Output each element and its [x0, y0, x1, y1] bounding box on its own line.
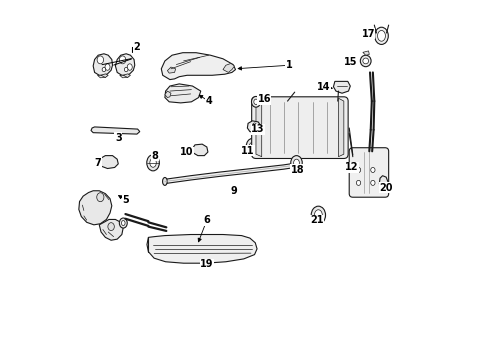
Ellipse shape — [295, 161, 301, 170]
Text: 14: 14 — [316, 82, 329, 93]
Text: 12: 12 — [344, 162, 357, 172]
Ellipse shape — [356, 180, 360, 185]
Ellipse shape — [249, 142, 255, 152]
Ellipse shape — [119, 218, 127, 228]
Polygon shape — [333, 81, 349, 93]
Polygon shape — [99, 156, 118, 168]
Text: 10: 10 — [179, 147, 193, 157]
Polygon shape — [115, 54, 135, 75]
Text: 2: 2 — [133, 42, 140, 52]
Polygon shape — [161, 53, 235, 80]
Text: 5: 5 — [122, 195, 128, 205]
Ellipse shape — [290, 156, 302, 170]
Ellipse shape — [356, 167, 360, 172]
Ellipse shape — [105, 64, 110, 70]
Text: 13: 13 — [251, 124, 264, 134]
FancyBboxPatch shape — [251, 97, 347, 158]
Ellipse shape — [360, 55, 370, 67]
Ellipse shape — [377, 31, 385, 41]
Polygon shape — [192, 144, 207, 156]
Polygon shape — [99, 220, 123, 240]
Text: 8: 8 — [151, 150, 158, 161]
Ellipse shape — [374, 27, 387, 44]
Ellipse shape — [245, 138, 258, 156]
Text: 16: 16 — [257, 94, 270, 104]
FancyBboxPatch shape — [348, 148, 388, 197]
Ellipse shape — [252, 123, 256, 130]
Polygon shape — [164, 91, 171, 98]
Ellipse shape — [362, 58, 368, 64]
Polygon shape — [167, 67, 175, 73]
Polygon shape — [79, 191, 112, 225]
Ellipse shape — [127, 64, 132, 70]
Polygon shape — [147, 234, 257, 263]
Polygon shape — [164, 163, 297, 184]
Ellipse shape — [310, 206, 325, 224]
Polygon shape — [91, 127, 140, 134]
Ellipse shape — [253, 99, 258, 104]
Text: 17: 17 — [361, 29, 374, 39]
Text: 9: 9 — [230, 186, 237, 197]
Polygon shape — [379, 176, 387, 193]
Polygon shape — [164, 84, 201, 103]
Ellipse shape — [97, 56, 103, 64]
Ellipse shape — [370, 167, 374, 172]
Ellipse shape — [146, 155, 159, 171]
Text: 21: 21 — [309, 215, 323, 225]
Text: 4: 4 — [205, 96, 212, 106]
Ellipse shape — [314, 210, 322, 221]
Ellipse shape — [293, 159, 299, 166]
Ellipse shape — [119, 56, 125, 64]
Text: 11: 11 — [241, 145, 254, 156]
Polygon shape — [362, 51, 368, 55]
Polygon shape — [223, 63, 234, 72]
Ellipse shape — [108, 223, 114, 230]
Text: 1: 1 — [285, 60, 292, 70]
Text: 3: 3 — [115, 133, 122, 143]
Polygon shape — [93, 54, 112, 75]
Ellipse shape — [149, 158, 156, 167]
Polygon shape — [338, 98, 343, 157]
Ellipse shape — [251, 96, 260, 107]
Polygon shape — [101, 74, 108, 77]
Ellipse shape — [102, 67, 105, 72]
Text: 15: 15 — [343, 57, 356, 67]
Text: 7: 7 — [95, 158, 102, 168]
Ellipse shape — [370, 180, 374, 185]
Text: 6: 6 — [203, 215, 210, 225]
Polygon shape — [120, 75, 129, 78]
Ellipse shape — [121, 221, 125, 226]
Ellipse shape — [162, 177, 167, 185]
Text: 20: 20 — [379, 183, 392, 193]
Polygon shape — [97, 75, 107, 78]
Polygon shape — [123, 74, 130, 77]
Ellipse shape — [97, 193, 104, 202]
Text: 19: 19 — [200, 259, 213, 269]
Polygon shape — [247, 121, 260, 133]
Text: 18: 18 — [290, 165, 304, 175]
Polygon shape — [255, 98, 261, 157]
Ellipse shape — [124, 67, 128, 72]
